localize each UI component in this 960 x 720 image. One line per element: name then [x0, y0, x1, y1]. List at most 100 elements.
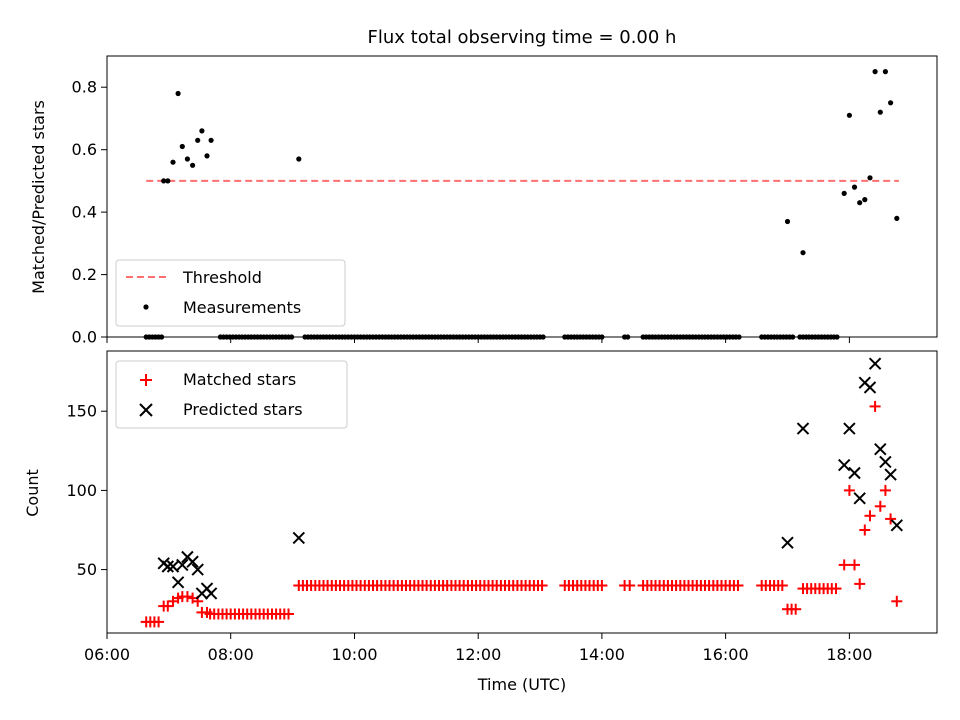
predicted-star-point — [868, 357, 882, 370]
top-y-ticks: 0.0 0.2 0.4 0.6 0.8 — [72, 78, 107, 347]
bottom-x-tick-label: 12:00 — [455, 645, 501, 664]
predicted-star-point — [171, 576, 185, 589]
matched-star-point — [293, 580, 305, 591]
predicted-star-point — [853, 492, 866, 505]
predicted-star-point — [161, 560, 175, 573]
measurement-point — [851, 184, 858, 190]
top-axes-frame — [106, 55, 938, 338]
predicted-legend-swatch — [139, 403, 153, 417]
matched-star-point — [838, 559, 850, 571]
matched-star-point — [864, 510, 876, 522]
top-legend-box — [115, 259, 346, 327]
bottom-legend-box — [115, 360, 348, 429]
measurement-point — [184, 156, 190, 162]
predicted-star-point — [781, 536, 794, 549]
top-panel: 0.00.20.40.60.8 Matched/Predicted stars … — [29, 55, 938, 347]
matched-star-point — [181, 591, 193, 603]
matched-star-point — [596, 580, 608, 591]
bottom-y-axis-label: Count — [23, 469, 42, 517]
top-legend: Threshold Measurements — [115, 259, 346, 327]
predicted-star-point — [796, 422, 810, 435]
bottom-axes-frame — [106, 350, 938, 634]
measurement-point — [867, 175, 873, 181]
predicted-star-point — [204, 587, 218, 600]
predicted-star-point — [191, 563, 204, 576]
predicted-star-point — [837, 458, 851, 472]
measurement-point — [208, 137, 214, 143]
bottom-panel: 50 100 150 06:00 08:00 10:00 12:00 14:00 16:00 1… — [23, 350, 938, 694]
bottom-x-tick-label: 10:00 — [331, 645, 377, 664]
bottom-x-tick-label: 16:00 — [703, 645, 749, 664]
matched-star-point — [830, 583, 842, 595]
matched-star-point — [843, 484, 855, 496]
measurement-point — [170, 159, 176, 165]
predicted-star-point — [186, 555, 199, 568]
matched-star-point — [790, 603, 802, 615]
top-y-tick-label: 0.4 — [72, 203, 97, 222]
measurement-point — [894, 215, 900, 221]
bottom-x-ticks: 06:00 08:00 10:00 12:00 14:00 16:00 18:00 — [84, 633, 872, 664]
matched-legend-label: Matched stars — [183, 370, 296, 389]
bottom-x-tick-label: 18:00 — [826, 645, 872, 664]
predicted-star-point — [884, 468, 897, 481]
bottom-y-tick-label: 50 — [77, 560, 97, 579]
matched-star-point — [854, 578, 866, 590]
predicted-star-point — [292, 531, 306, 545]
measurement-point — [190, 162, 196, 168]
matched-star-point — [885, 513, 897, 525]
matched-legend-swatch — [140, 374, 152, 386]
matched-star-point — [776, 580, 788, 591]
matched-star-point — [201, 606, 213, 618]
top-y-tick-label: 0.2 — [72, 265, 97, 284]
predicted-star-point — [879, 455, 892, 469]
measurement-point — [165, 178, 171, 184]
matched-star-point — [536, 580, 548, 591]
predicted-star-point — [863, 381, 877, 394]
bottom-x-tick-label: 06:00 — [84, 645, 130, 664]
top-x-ticks — [106, 337, 850, 343]
measurement-point — [857, 200, 863, 206]
bottom-x-axis-label: Time (UTC) — [477, 675, 566, 694]
measurement-point — [195, 137, 201, 143]
measurement-point — [784, 218, 791, 225]
measurement-point — [841, 190, 847, 196]
measurement-point — [862, 197, 868, 203]
measurement-point — [800, 250, 806, 256]
matched-star-point — [283, 608, 294, 620]
bottom-y-tick-label: 100 — [66, 481, 97, 500]
predicted-legend-label: Predicted stars — [183, 400, 303, 419]
matched-star-point — [849, 559, 860, 571]
bottom-y-tick-label: 150 — [66, 402, 97, 421]
measurement-point — [888, 100, 894, 106]
measurements-legend-label: Measurements — [183, 298, 301, 317]
top-y-axis-label: Matched/Predicted stars — [29, 100, 48, 294]
matched-star-point — [874, 500, 886, 512]
top-chart-title: Flux total observing time = 0.00 h — [368, 27, 677, 48]
predicted-star-point — [176, 558, 189, 572]
measurement-point — [882, 69, 889, 75]
matched-star-point — [859, 524, 871, 536]
measurement-point — [204, 153, 210, 159]
predicted-star-point — [848, 466, 861, 480]
measurement-point — [877, 109, 883, 115]
measurements-legend-swatch — [143, 304, 149, 310]
top-y-tick-label: 0.8 — [72, 78, 97, 97]
measurement-point — [161, 178, 167, 184]
bottom-marks — [140, 357, 904, 628]
matched-star-point — [162, 600, 174, 612]
threshold-legend-label: Threshold — [182, 268, 262, 287]
bottom-y-ticks: 50 100 150 — [66, 402, 107, 579]
measurement-point — [296, 156, 302, 162]
measurement-point — [179, 143, 185, 150]
matched-star-point — [891, 595, 903, 607]
top-y-tick-label: 0.6 — [72, 140, 97, 159]
measurement-point — [199, 128, 205, 134]
matched-star-point — [869, 400, 881, 412]
matched-star-point — [732, 580, 744, 591]
matched-star-point — [624, 580, 636, 591]
bottom-x-tick-label: 08:00 — [208, 645, 254, 664]
measurement-point — [846, 112, 853, 118]
predicted-star-point — [874, 442, 887, 456]
bottom-legend: Matched stars Predicted stars — [115, 360, 348, 429]
